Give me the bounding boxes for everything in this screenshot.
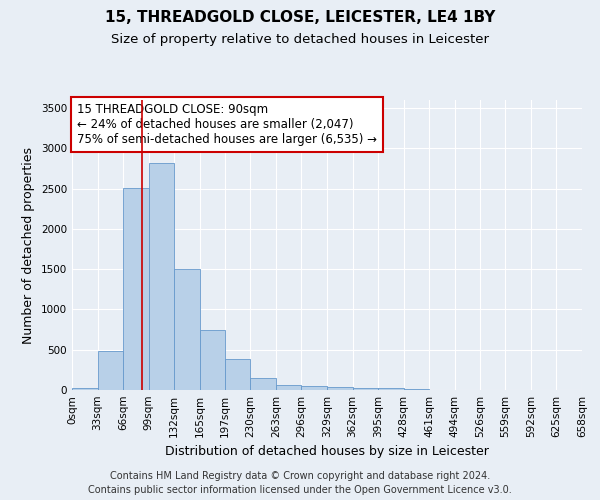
Bar <box>175 269 200 390</box>
Text: 15, THREADGOLD CLOSE, LEICESTER, LE4 1BY: 15, THREADGOLD CLOSE, LEICESTER, LE4 1BY <box>105 10 495 25</box>
Text: Size of property relative to detached houses in Leicester: Size of property relative to detached ho… <box>111 32 489 46</box>
Bar <box>72 388 98 390</box>
Text: 15 THREADGOLD CLOSE: 90sqm
← 24% of detached houses are smaller (2,047)
75% of s: 15 THREADGOLD CLOSE: 90sqm ← 24% of deta… <box>77 103 377 146</box>
Bar <box>353 388 378 390</box>
Bar <box>378 388 404 390</box>
Y-axis label: Number of detached properties: Number of detached properties <box>22 146 35 344</box>
Bar <box>301 386 327 390</box>
Bar <box>224 360 250 390</box>
X-axis label: Distribution of detached houses by size in Leicester: Distribution of detached houses by size … <box>165 446 489 458</box>
Bar <box>250 378 276 390</box>
Bar <box>404 389 430 390</box>
Bar <box>327 387 353 390</box>
Bar <box>276 385 301 390</box>
Bar <box>98 352 123 390</box>
Bar <box>200 330 224 390</box>
Text: Contains HM Land Registry data © Crown copyright and database right 2024.
Contai: Contains HM Land Registry data © Crown c… <box>88 471 512 495</box>
Bar <box>123 188 149 390</box>
Bar <box>149 163 175 390</box>
